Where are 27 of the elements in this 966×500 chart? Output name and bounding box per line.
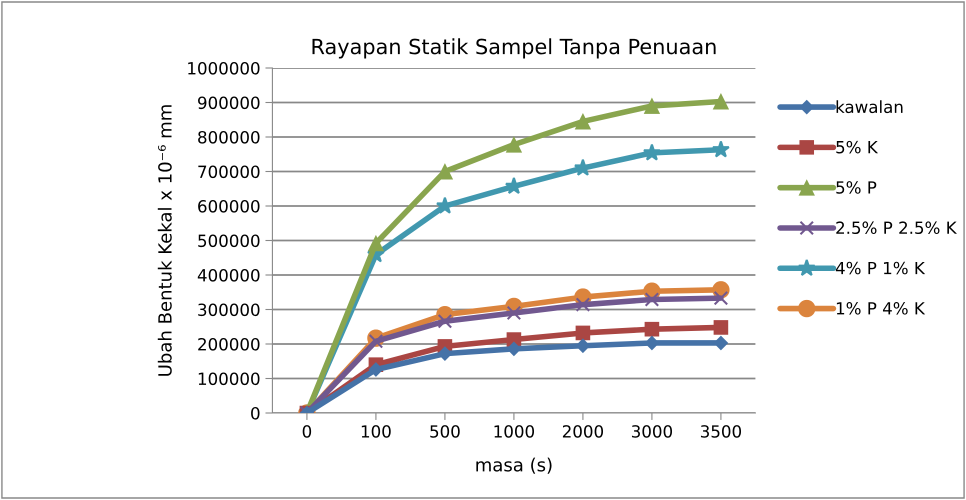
y-tick-label: 100000 bbox=[198, 372, 260, 386]
legend-label: 2.5% P 2.5% K bbox=[836, 221, 957, 234]
y-tick-label: 1000000 bbox=[188, 62, 260, 75]
x-tick-label: 3500 bbox=[700, 425, 742, 438]
y-tick-label: 500000 bbox=[198, 234, 260, 248]
x-tick-label: 500 bbox=[430, 425, 460, 438]
x-tick-label: 3000 bbox=[632, 425, 672, 438]
legend-label: 5% K bbox=[836, 140, 878, 154]
y-tick-label: 900000 bbox=[198, 96, 260, 110]
legend-label: 5% P bbox=[836, 181, 876, 194]
legend-label: kawalan bbox=[836, 100, 902, 114]
y-tick-label: 700000 bbox=[198, 165, 260, 178]
y-tick-label: 0 bbox=[251, 406, 260, 420]
y-axis-title: Ubah Bentuk Kekal x 10⁻⁶ mm bbox=[158, 105, 172, 376]
x-tick-label: 100 bbox=[362, 425, 391, 438]
x-tick-label: 2000 bbox=[562, 425, 604, 438]
x-tick-label: 1000 bbox=[494, 425, 534, 438]
y-tick-label: 400000 bbox=[198, 268, 260, 282]
legend-label: 1% P 4% K bbox=[836, 302, 926, 315]
y-tick-label: 300000 bbox=[198, 303, 260, 316]
y-tick-label: 200000 bbox=[198, 338, 260, 351]
x-axis-title: masa (s) bbox=[476, 458, 552, 474]
x-tick-label: 0 bbox=[302, 425, 312, 438]
chart-title: Rayapan Statik Sampel Tanpa Penuaan bbox=[312, 38, 716, 58]
y-tick-label: 800000 bbox=[198, 130, 260, 144]
y-tick-label: 600000 bbox=[198, 200, 260, 213]
legend-label: 4% P 1% K bbox=[836, 262, 926, 274]
